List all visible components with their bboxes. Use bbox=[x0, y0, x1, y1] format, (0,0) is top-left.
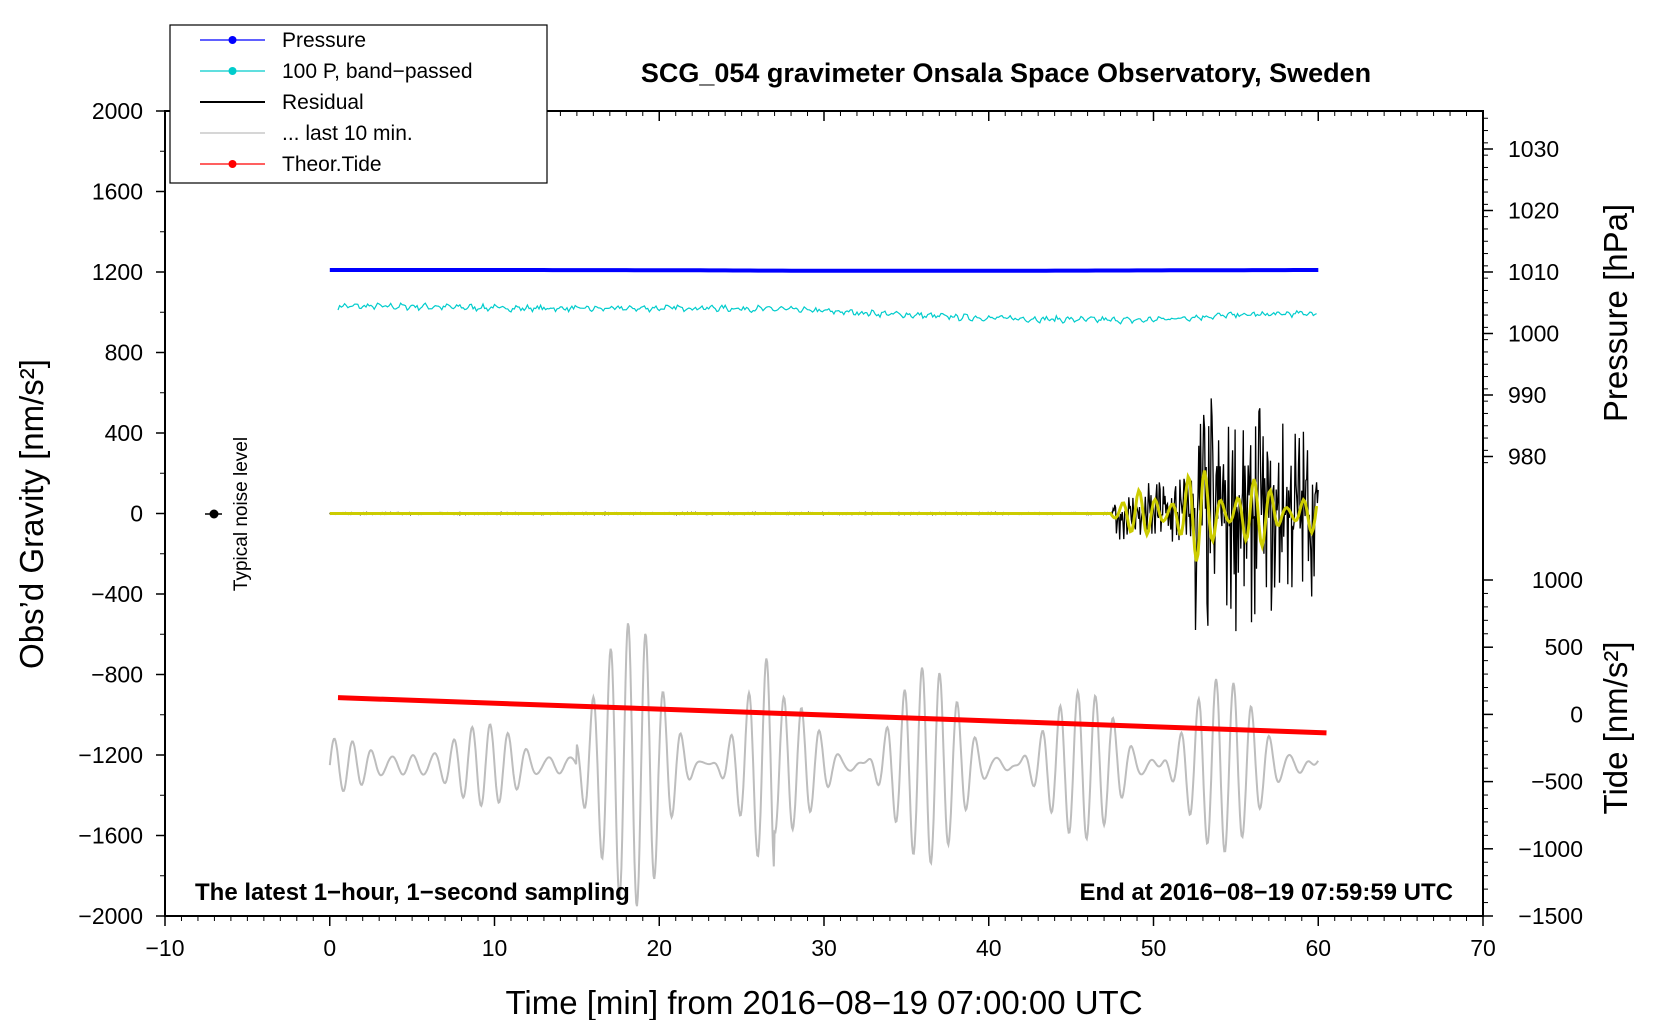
tide-tick-label: 0 bbox=[1570, 701, 1583, 727]
legend-marker bbox=[228, 67, 237, 75]
tide-tick-label: 1000 bbox=[1532, 567, 1583, 593]
y-axis-title-pressure: Pressure [hPa] bbox=[1597, 204, 1634, 422]
x-tick-label: 20 bbox=[646, 935, 672, 961]
legend-marker bbox=[228, 36, 237, 44]
tide-tick-label: −500 bbox=[1531, 769, 1583, 795]
series-last-10-min bbox=[328, 623, 1320, 907]
legend-label: Residual bbox=[282, 91, 364, 114]
y-tick-label: 400 bbox=[105, 420, 143, 446]
pressure-tick-label: 1030 bbox=[1508, 136, 1559, 162]
noise-marker bbox=[205, 509, 222, 519]
tide-tick-label: 500 bbox=[1545, 634, 1583, 660]
noise-dot bbox=[209, 509, 219, 519]
series-band-passed bbox=[337, 302, 1317, 325]
chart-title: SCG_054 gravimeter Onsala Space Observat… bbox=[641, 58, 1371, 88]
series-theor-tide bbox=[337, 695, 1327, 736]
y-tick-label: −1200 bbox=[78, 742, 143, 768]
pressure-tick-label: 980 bbox=[1508, 444, 1546, 470]
tick-group: −10 0 10 20 30 40 50 60 702000160012008004000−40… bbox=[78, 98, 1583, 961]
series-group bbox=[328, 268, 1327, 907]
legend-label: Pressure bbox=[282, 29, 366, 52]
end-time-note: End at 2016−08−19 07:59:59 UTC bbox=[1079, 879, 1453, 906]
tide-tick-label: −1000 bbox=[1518, 836, 1583, 862]
y-axis-title-tide: Tide [nm/s²] bbox=[1597, 642, 1634, 815]
y-axis-title-gravity: Obs’d Gravity [nm/s²] bbox=[13, 359, 50, 669]
y-tick-label: 2000 bbox=[92, 98, 143, 124]
y-tick-label: 800 bbox=[105, 340, 143, 366]
x-tick-label: 10 bbox=[482, 935, 508, 961]
x-tick-label: 30 bbox=[811, 935, 837, 961]
noise-label: Typical noise level bbox=[231, 437, 252, 591]
x-tick-label: 60 bbox=[1305, 935, 1331, 961]
legend-label: ... last 10 min. bbox=[282, 122, 413, 145]
series-filtered-residual bbox=[329, 470, 1319, 562]
y-tick-label: −400 bbox=[91, 581, 143, 607]
x-tick-label: 0 bbox=[323, 935, 336, 961]
x-axis-title: Time [min] from 2016−08−19 07:00:00 UTC bbox=[505, 984, 1142, 1020]
x-tick-label: −10 bbox=[145, 935, 184, 961]
y-tick-label: 1200 bbox=[92, 259, 143, 285]
legend: Pressure 100 P, band−passed Residual ... la… bbox=[169, 24, 548, 184]
legend-label: 100 P, band−passed bbox=[282, 60, 473, 83]
y-tick-label: 0 bbox=[130, 501, 143, 527]
pressure-tick-label: 990 bbox=[1508, 382, 1546, 408]
pressure-tick-label: 1000 bbox=[1508, 321, 1559, 347]
x-tick-label: 50 bbox=[1141, 935, 1167, 961]
tide-tick-label: −1500 bbox=[1518, 903, 1583, 929]
pressure-tick-label: 1020 bbox=[1508, 198, 1559, 224]
legend-items: Pressure 100 P, band−passed Residual ... la… bbox=[200, 29, 473, 176]
y-tick-label: −800 bbox=[91, 662, 143, 688]
pressure-tick-label: 1010 bbox=[1508, 259, 1559, 285]
sampling-note: The latest 1−hour, 1−second sampling bbox=[195, 879, 630, 906]
y-tick-label: 1600 bbox=[92, 179, 143, 205]
legend-marker bbox=[228, 160, 237, 168]
x-tick-label: 70 bbox=[1470, 935, 1496, 961]
x-tick-label: 40 bbox=[976, 935, 1002, 961]
legend-label: Theor.Tide bbox=[282, 153, 382, 176]
y-tick-label: −2000 bbox=[78, 903, 143, 929]
series-pressure bbox=[329, 268, 1319, 273]
y-tick-label: −1600 bbox=[78, 823, 143, 849]
legend-box bbox=[169, 24, 548, 184]
